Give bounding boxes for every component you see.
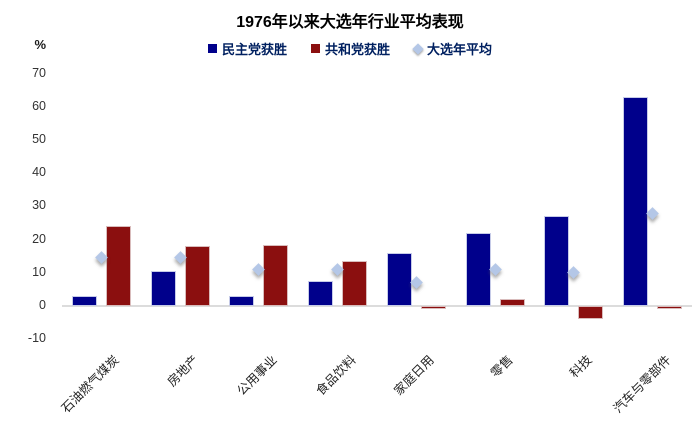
democrat-bar [544, 216, 570, 306]
republican-bar [499, 299, 525, 306]
democrat-bar [308, 281, 334, 306]
legend-label-republican: 共和党获胜 [324, 42, 390, 57]
zero-gridline [62, 305, 692, 307]
x-axis-label: 房地产 [164, 352, 201, 390]
x-axis-label: 公用事业 [234, 352, 280, 399]
republican-bar [578, 306, 604, 320]
republican-bar [263, 244, 289, 306]
y-tick-label: 50 [32, 132, 46, 146]
democrat-bar [71, 296, 97, 306]
x-axis-label: 零售 [488, 352, 516, 381]
republican-bar [420, 306, 446, 310]
y-tick-label: 20 [32, 231, 46, 246]
republican-bar [342, 261, 368, 306]
y-tick-label: 30 [32, 198, 46, 213]
x-axis-label: 科技 [567, 352, 595, 381]
democrat-bar [229, 296, 255, 306]
y-axis-unit-label: % [34, 37, 46, 52]
republican-bar [657, 306, 683, 310]
democrat-bar [465, 232, 491, 306]
legend-item-average: 大选年平均 [412, 39, 493, 58]
y-tick-label: 10 [32, 264, 46, 279]
legend-item-democrat: 民主党获胜 [207, 39, 287, 58]
legend-item-republican: 共和党获胜 [310, 39, 390, 58]
y-tick-label: 0 [39, 298, 46, 312]
democrat-bar [386, 252, 412, 306]
y-tick-label: -10 [27, 331, 46, 346]
average-marker [646, 206, 659, 220]
republican-bar [184, 246, 210, 306]
democrat-bar [623, 96, 649, 306]
x-axis-label: 石油燃气煤炭 [59, 352, 123, 416]
average-diamond-icon [412, 42, 424, 55]
republican-bar [105, 226, 131, 306]
x-axis-label: 汽车与零部件 [610, 352, 674, 416]
y-tick-label: 60 [32, 98, 46, 113]
y-tick-label: 40 [32, 165, 46, 180]
average-marker [488, 263, 502, 276]
democrat-square-icon [207, 44, 217, 53]
legend-label-democrat: 民主党获胜 [221, 42, 287, 57]
x-axis-label: 家庭日用 [391, 352, 438, 399]
legend: 民主党获胜 共和党获胜 大选年平均 [0, 39, 700, 58]
average-marker [410, 276, 423, 290]
y-tick-label: 70 [32, 65, 46, 80]
democrat-bar [150, 271, 176, 306]
legend-label-average: 大选年平均 [427, 42, 493, 57]
x-axis-label: 食品饮料 [313, 352, 359, 399]
chart-title: 1976年以来大选年行业平均表现 [236, 14, 464, 31]
republican-square-icon [310, 44, 320, 53]
average-marker [567, 266, 581, 280]
